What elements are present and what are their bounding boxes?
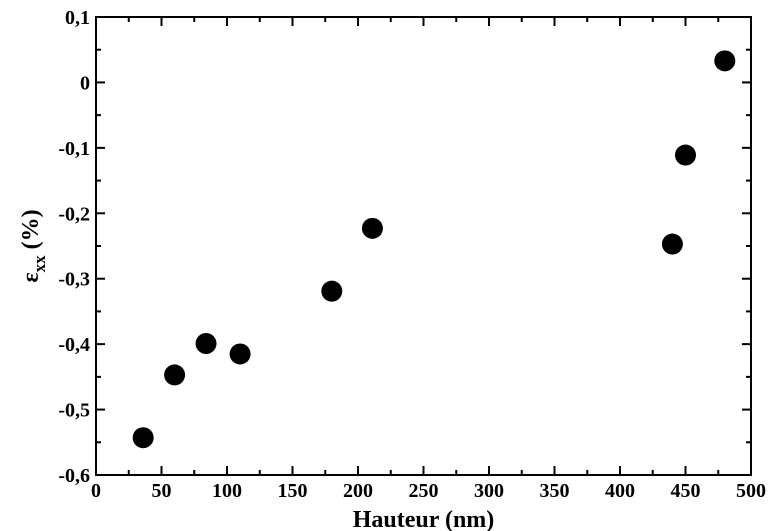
x-tick-label: 150	[278, 480, 308, 502]
data-point	[661, 233, 683, 255]
y-tick-label: -0,5	[58, 400, 90, 422]
data-point	[361, 217, 383, 239]
y-tick-label: -0,2	[58, 203, 90, 225]
x-tick-label: 100	[212, 480, 242, 502]
y-tick-label: -0,1	[58, 138, 90, 160]
data-point	[195, 332, 217, 354]
y-tick-label: -0,6	[58, 465, 90, 487]
y-axis-subscript: xx	[30, 255, 49, 273]
x-tick-label: 200	[343, 480, 373, 502]
x-tick-label: 400	[605, 480, 635, 502]
x-tick-label: 300	[474, 480, 504, 502]
plot-frame	[95, 16, 752, 476]
x-tick-label: 50	[152, 480, 172, 502]
plot-marks	[132, 50, 736, 449]
data-point	[675, 144, 696, 166]
data-point	[229, 343, 251, 365]
data-point	[714, 50, 736, 72]
axis-tick-labels: 0 50 100 150 200 250 300 350 400 450 500 0,1 0 -0,1 -0…	[58, 7, 766, 502]
x-tick-label: 350	[540, 480, 570, 502]
y-axis-title: εxx (%)	[18, 209, 49, 282]
x-tick-label: 250	[409, 480, 439, 502]
data-point	[164, 364, 186, 386]
x-tick-label: 450	[671, 480, 701, 502]
axis-ticks	[95, 16, 752, 476]
y-tick-label: 0	[80, 72, 90, 94]
data-point	[321, 280, 343, 302]
x-axis-title: Hauteur (nm)	[353, 507, 495, 531]
x-tick-label: 500	[736, 480, 766, 502]
y-tick-label: -0,3	[58, 269, 90, 291]
y-axis-unit: (%)	[18, 209, 44, 249]
y-tick-label: 0,1	[65, 7, 90, 29]
y-tick-label: -0,4	[58, 334, 90, 356]
x-tick-label: 0	[91, 480, 101, 502]
y-axis-symbol: ε	[18, 272, 44, 282]
data-point	[132, 427, 154, 449]
